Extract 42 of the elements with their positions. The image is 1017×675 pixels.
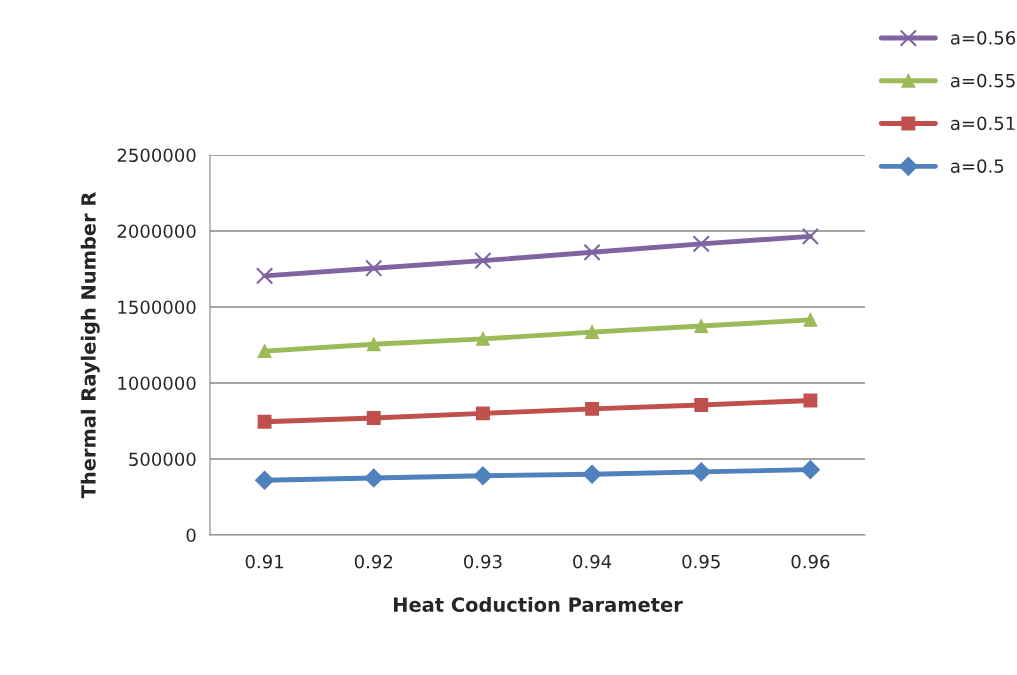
- y-tick-label: 500000: [129, 452, 196, 467]
- point: [255, 267, 274, 285]
- point: [364, 468, 384, 488]
- point: [473, 466, 493, 486]
- point: [365, 259, 383, 277]
- x-tick-label: 0.93: [464, 554, 502, 569]
- point: [366, 411, 381, 425]
- point: [585, 325, 600, 340]
- point: [366, 337, 381, 352]
- point: [803, 312, 818, 327]
- point: [583, 243, 601, 261]
- legend-label: a=0.55: [950, 73, 1015, 88]
- point: [257, 344, 272, 359]
- x-tick-label: 0.94: [573, 554, 612, 569]
- legend-label: a=0.56: [950, 30, 1016, 45]
- point: [694, 319, 709, 333]
- point: [475, 406, 490, 421]
- y-tick-label: 2500000: [117, 148, 196, 163]
- legend-label: a=0.51: [950, 116, 1015, 131]
- x-axis-title: Heat Coduction Parameter: [393, 596, 683, 612]
- point: [694, 398, 709, 412]
- y-axis-title: Thermal Rayleigh Number R: [80, 192, 100, 499]
- x-tick-label: 0.91: [245, 554, 284, 569]
- point: [800, 460, 820, 480]
- y-tick-label: 1500000: [118, 300, 196, 315]
- point: [257, 414, 272, 429]
- x-tick-label: 0.95: [682, 554, 720, 569]
- point: [691, 462, 711, 482]
- point: [255, 470, 275, 490]
- y-tick-label: 0: [186, 528, 196, 543]
- point: [801, 227, 820, 245]
- point: [474, 251, 492, 270]
- point: [475, 331, 490, 346]
- y-tick-label: 2000000: [117, 224, 196, 239]
- legend-label: a=0.5: [950, 159, 1004, 173]
- point: [585, 401, 600, 416]
- point: [582, 464, 602, 484]
- point: [803, 393, 818, 408]
- point: [692, 235, 710, 253]
- x-tick-label: 0.96: [791, 554, 830, 569]
- x-tick-label: 0.92: [354, 554, 393, 569]
- y-tick-label: 1000000: [118, 376, 196, 391]
